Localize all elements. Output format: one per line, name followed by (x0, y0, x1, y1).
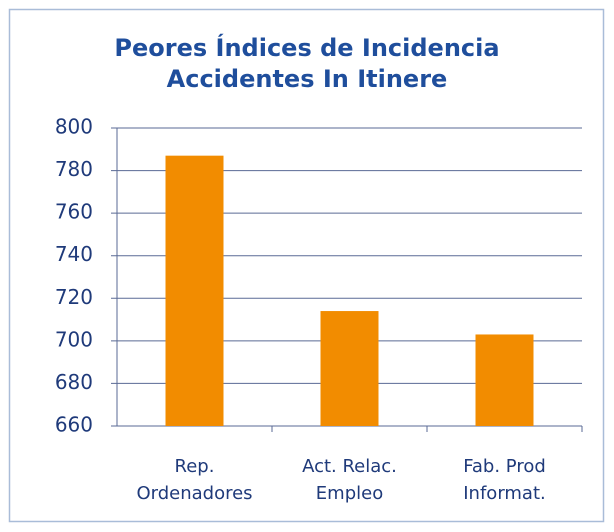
y-tick-label: 760 (55, 200, 93, 224)
y-tick-label: 700 (55, 327, 93, 351)
x-tick-label: Fab. Prod Informat. (463, 456, 546, 504)
y-tick-label: 720 (55, 285, 93, 309)
y-tick-label: 780 (55, 157, 93, 181)
bar (165, 155, 224, 426)
x-tick-label: Rep. Ordenadores (136, 456, 252, 504)
chart-title: Peores Índices de Incidencia (114, 33, 499, 62)
chart-border (8, 8, 605, 523)
chart-title: Accidentes In Itinere (167, 65, 448, 93)
y-tick-label: 680 (55, 370, 93, 394)
y-tick-label: 660 (55, 413, 93, 437)
x-tick-label: Act. Relac. Empleo (302, 456, 397, 504)
bar (475, 334, 534, 426)
bar (320, 311, 379, 426)
y-tick-label: 740 (55, 242, 93, 266)
y-tick-label: 800 (55, 115, 93, 139)
